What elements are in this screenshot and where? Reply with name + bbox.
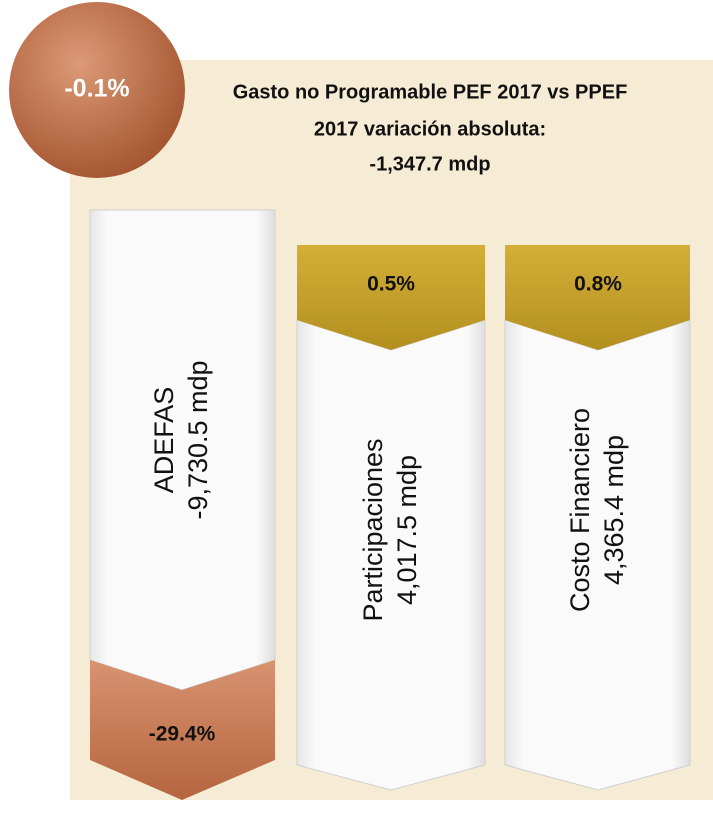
column-amount: -9,730.5 mdp	[183, 360, 213, 519]
column-name: Costo Financiero	[565, 408, 595, 612]
column-amount: 4,365.4 mdp	[599, 435, 629, 585]
column-name: Participaciones	[358, 438, 388, 621]
column-change: 0.8%	[574, 273, 622, 296]
title-line: -1,347.7 mdp	[369, 153, 490, 175]
column-change: -29.4%	[149, 723, 216, 746]
column-chevron	[505, 245, 690, 350]
column-chevron	[90, 660, 275, 800]
column-body	[504, 319, 691, 791]
title-line: 2017 variación absoluta:	[314, 118, 546, 140]
column-body	[296, 319, 486, 791]
column-change: 0.5%	[367, 273, 415, 296]
column-chevron	[297, 245, 485, 350]
badge-circle	[9, 2, 185, 178]
column-name: ADEFAS	[149, 387, 179, 494]
column-amount: 4,017.5 mdp	[392, 455, 422, 605]
badge-text: -0.1%	[64, 75, 129, 103]
title-line: Gasto no Programable PEF 2017 vs PPEF	[233, 81, 628, 103]
